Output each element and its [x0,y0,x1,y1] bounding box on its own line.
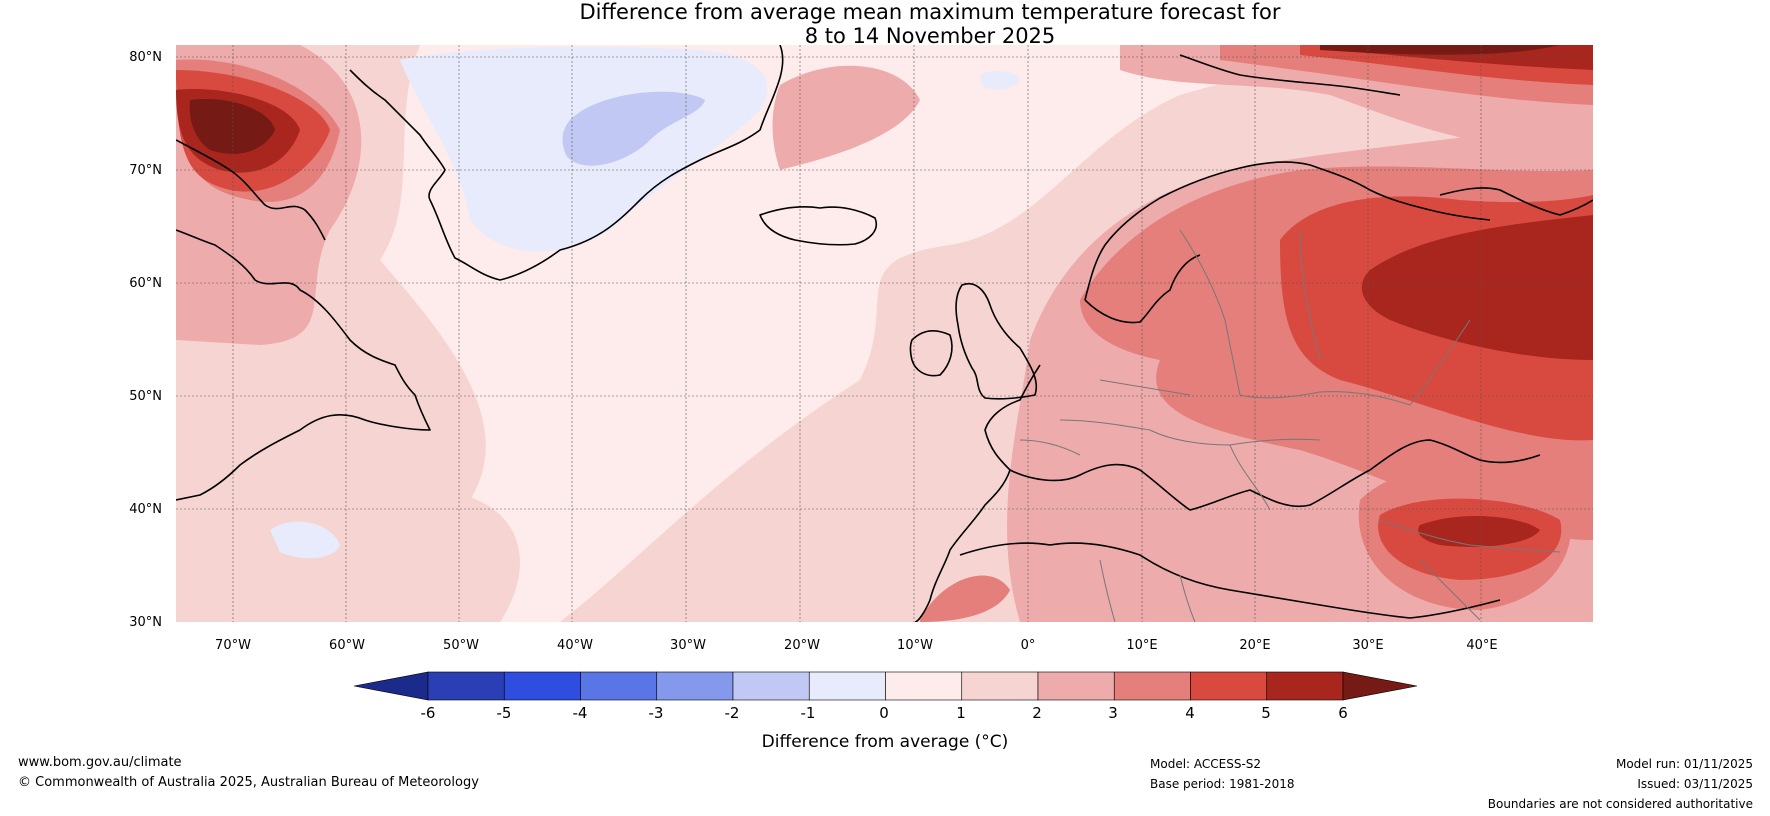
colorbar-segment [580,671,658,701]
coast-ireland [909,330,953,377]
lat-label-60n: 60°N [129,276,162,291]
coast-north-africa [959,542,1501,619]
colorbar-segment [808,671,886,701]
lat-label-70n: 70°N [129,163,162,178]
lon-label-10e: 10°E [1126,638,1157,653]
colorbar-segment [1113,671,1191,701]
coast-greenland [349,45,784,281]
coast-kola-white-sea [1439,187,1593,216]
title-line-2: 8 to 14 November 2025 [804,24,1056,48]
colorbar-tick-1: 1 [956,704,966,722]
colorbar-segment [1266,671,1344,701]
lat-label-50n: 50°N [129,389,162,404]
longitude-labels: 70°W 60°W 50°W 40°W 30°W 20°W 10°W 0° 10… [215,638,1498,653]
model-name: Model: ACCESS-S2 [1150,757,1262,771]
lon-label-30e: 30°E [1352,638,1383,653]
boundary-disclaimer: Boundaries are not considered authoritat… [1487,797,1753,811]
graticule [176,45,1593,622]
copyright-text: © Commonwealth of Australia 2025, Austra… [18,775,479,790]
colorbar-tick-neg1: -1 [801,704,816,722]
colorbar-ticks: -6 -5 -4 -3 -2 -1 0 1 2 3 4 5 6 [421,704,1348,722]
colorbar-label: Difference from average (°C) [762,732,1009,752]
colorbar-tick-0: 0 [879,704,889,722]
coast-great-britain [955,283,1038,400]
coast-iceland [759,206,877,246]
latitude-labels: 80°N 70°N 60°N 50°N 40°N 30°N [129,50,162,630]
anomaly-region-2to3-greenland-east [772,65,920,170]
colorbar-segment [503,671,581,701]
issued-date: Issued: 03/11/2025 [1637,777,1753,791]
colorbar-tick-neg2: -2 [725,704,740,722]
anomaly-region-above6-arctic [1320,45,1560,55]
colorbar-tick-3: 3 [1108,704,1118,722]
colorbar-segment [427,671,505,701]
colorbar-tick-4: 4 [1185,704,1195,722]
colorbar-extend-low [353,671,429,701]
colorbar-tick-neg4: -4 [573,704,588,722]
model-run-date: Model run: 01/11/2025 [1615,757,1753,771]
lon-label-50w: 50°W [443,638,479,653]
map-title: Difference from average mean maximum tem… [0,0,1770,48]
anomaly-region-1to2-south [176,485,520,622]
title-line-1: Difference from average mean maximum tem… [579,0,1281,24]
colorbar-segment [1190,671,1268,701]
coast-scandinavia [1084,161,1491,301]
lon-label-40e: 40°E [1466,638,1497,653]
anomaly-region-neg1to0-svalbard [980,70,1020,90]
colorbar-segment [961,671,1039,701]
lon-label-30w: 30°W [670,638,706,653]
coast-labrador [176,229,431,501]
lon-label-10w: 10°W [897,638,933,653]
coast-mediterranean-north [1009,463,1371,511]
colorbar-tick-neg6: -6 [421,704,436,722]
anomaly-region-5to6-middle-east [1418,515,1540,547]
coast-arctic-russia [1179,54,1401,96]
anomaly-region-neg2toneg1-greenland [562,91,705,166]
colorbar-segment [732,671,810,701]
colorbar-segment [656,671,734,701]
anomaly-region-neg1to0-newfoundland [270,521,340,559]
anomaly-region-5to6-russia [1361,215,1593,360]
base-period: Base period: 1981-2018 [1150,777,1295,791]
coast-black-sea [1369,439,1541,471]
country-borders [1019,229,1561,622]
lon-label-0: 0° [1021,638,1036,653]
colorbar [353,671,1418,701]
lon-label-70w: 70°W [215,638,251,653]
coastlines [176,45,1593,622]
colorbar-tick-2: 2 [1032,704,1042,722]
colorbar-tick-6: 6 [1338,704,1348,722]
lat-label-80n: 80°N [129,50,162,65]
coast-southern-norway [1084,254,1201,324]
colorbar-segment [1037,671,1115,701]
coast-western-europe [914,364,1041,622]
lon-label-40w: 40°W [557,638,593,653]
colorbar-extend-high [1342,671,1418,701]
anomaly-region-above6-canada [189,99,275,154]
colorbar-tick-5: 5 [1261,704,1271,722]
lat-label-40n: 40°N [129,502,162,517]
coast-baffin-island [176,139,326,241]
colorbar-segment [885,671,963,701]
colorbar-tick-neg5: -5 [497,704,512,722]
lon-label-20w: 20°W [784,638,820,653]
website-link[interactable]: www.bom.gov.au/climate [18,755,182,770]
anomaly-region-3to4-morocco [920,575,1010,622]
lon-label-20e: 20°E [1239,638,1270,653]
lon-label-60w: 60°W [329,638,365,653]
lat-label-30n: 30°N [129,615,162,630]
map-panel [176,45,1593,622]
colorbar-tick-neg3: -3 [649,704,664,722]
